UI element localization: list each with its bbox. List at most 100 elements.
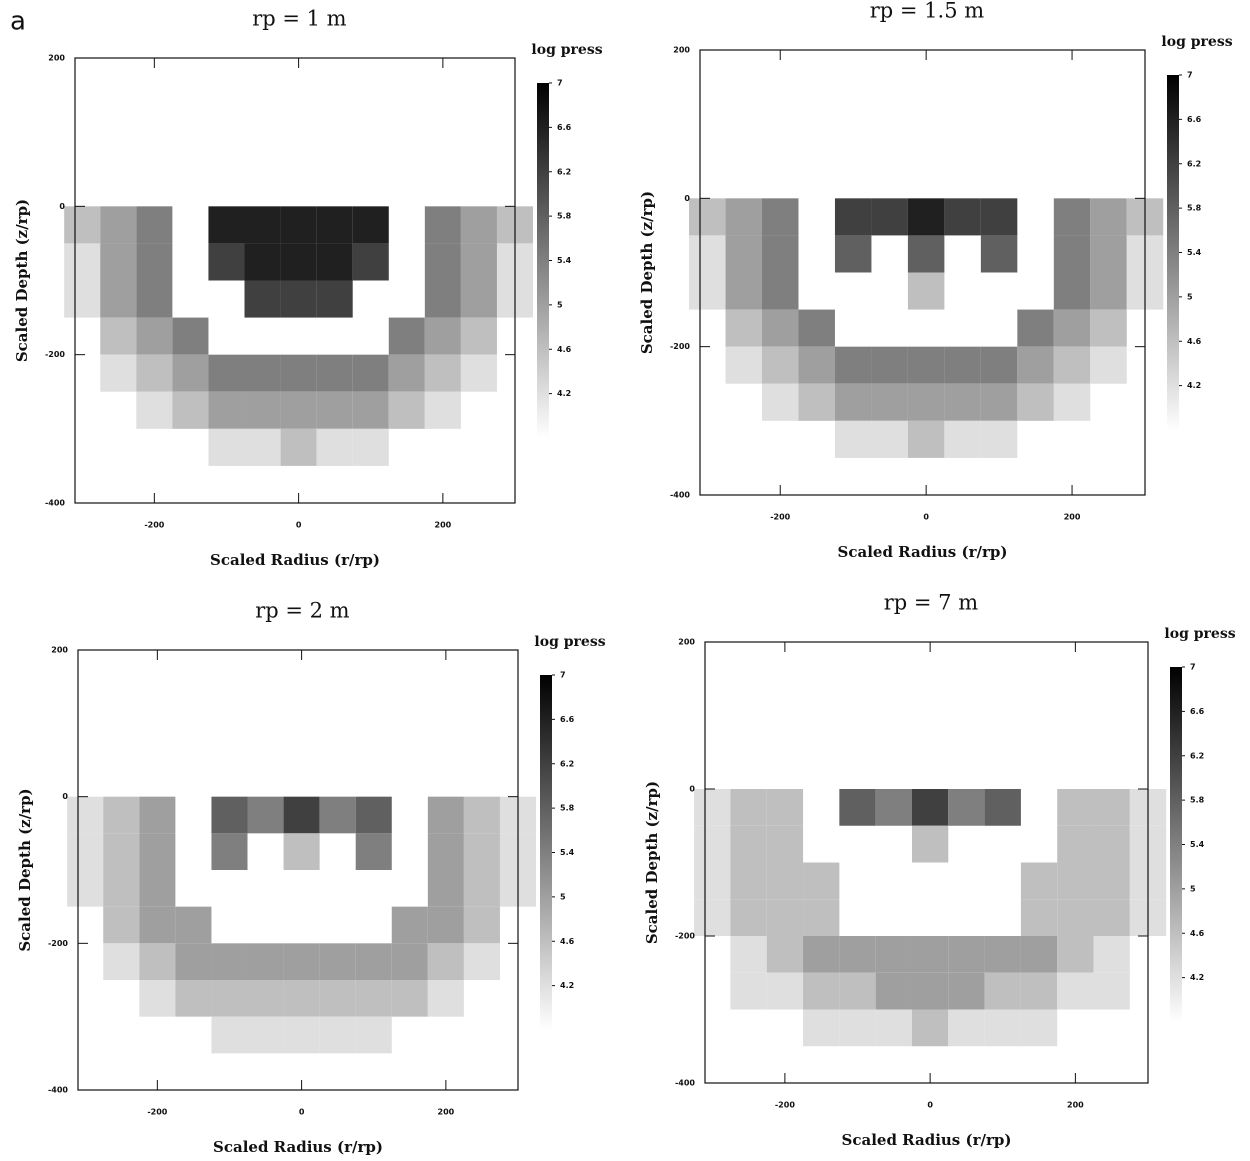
colorbar — [1167, 75, 1179, 430]
colorbar-tick-label: 5 — [1187, 292, 1193, 301]
heat-cell — [247, 1016, 284, 1054]
heat-cell — [355, 980, 392, 1017]
y-tick-label: -400 — [45, 499, 65, 508]
heat-cell — [730, 899, 767, 936]
heat-cell — [762, 346, 799, 384]
heat-cell — [1093, 825, 1130, 863]
heat-cell — [136, 391, 173, 429]
heat-cell — [1053, 235, 1091, 273]
heat-cell — [247, 980, 284, 1017]
heat-cell — [948, 789, 985, 826]
colorbar-tick-label: 5.8 — [1187, 204, 1202, 213]
heat-cell — [424, 391, 461, 429]
colorbar-tick-label: 7 — [560, 671, 566, 680]
colorbar-tick-label: 5.8 — [1190, 796, 1205, 805]
heat-cell — [907, 235, 945, 273]
colorbar-tick-label: 5.4 — [560, 848, 575, 857]
heat-cell — [1057, 789, 1094, 826]
heat-cell — [244, 206, 281, 244]
heat-cell — [175, 943, 212, 980]
heat-cell — [725, 346, 763, 384]
heat-cell — [427, 870, 464, 907]
heat-cell — [766, 862, 804, 900]
heat-cell — [460, 317, 497, 355]
y-tick-label: -200 — [675, 932, 695, 941]
heat-cell — [244, 354, 281, 392]
heat-cell — [208, 391, 245, 429]
heat-cell — [100, 280, 137, 318]
heat-cell — [391, 906, 428, 944]
heat-cell — [1090, 309, 1127, 347]
heat-cell — [803, 862, 840, 900]
colorbar-tick-label: 5.4 — [1190, 840, 1205, 849]
heat-cell — [1017, 383, 1054, 421]
heat-cell — [139, 870, 176, 907]
y-tick-label: 0 — [59, 202, 65, 211]
heat-cell — [211, 943, 248, 980]
heat-cell — [172, 391, 209, 429]
heat-cell — [834, 383, 872, 421]
heat-cell — [100, 206, 137, 244]
heat-cell — [460, 243, 497, 281]
heat-cell — [136, 354, 173, 392]
heat-cell — [911, 789, 949, 826]
heat-cell — [211, 1016, 248, 1054]
heat-cell — [388, 391, 425, 429]
heat-cell — [64, 243, 101, 281]
heat-cell — [911, 972, 949, 1010]
y-axis-label: Scaled Depth (z/rp) — [16, 788, 34, 951]
heat-cell — [427, 906, 464, 944]
plot-frame — [699, 49, 1146, 496]
heat-cell — [283, 833, 320, 870]
heat-cell — [139, 833, 176, 870]
colorbar-tick-label: 5.4 — [1187, 248, 1202, 257]
heat-cell — [319, 943, 356, 980]
heat-cell — [424, 317, 461, 355]
heat-cell — [984, 1009, 1021, 1047]
heat-cell — [388, 317, 425, 355]
heat-cell — [1057, 825, 1094, 863]
x-axis-label: Scaled Radius (r/rp) — [842, 1131, 1012, 1149]
heat-cell — [1057, 972, 1094, 1010]
y-tick-label: 0 — [689, 785, 695, 794]
heat-cell — [424, 354, 461, 392]
heat-cell — [247, 796, 284, 834]
heat-cell — [463, 796, 500, 834]
chart-title: rp = 7 m — [884, 591, 978, 615]
heat-cell — [689, 272, 726, 310]
heat-cell — [244, 391, 281, 429]
heat-cell — [1020, 862, 1058, 900]
heat-cell — [427, 833, 464, 870]
heat-cell — [67, 796, 104, 834]
heat-cell — [355, 796, 392, 834]
heat-cell — [208, 428, 245, 466]
heat-cell — [208, 243, 245, 281]
panel-label: a — [10, 7, 26, 37]
heat-cell — [907, 420, 945, 458]
heat-cell — [1020, 936, 1058, 973]
heat-cell — [280, 354, 317, 392]
heat-cell — [689, 235, 726, 273]
heat-cell — [798, 346, 835, 384]
heat-cell — [798, 309, 835, 347]
colorbar-tick-label: 6.2 — [1187, 159, 1201, 168]
heat-cell — [1053, 309, 1091, 347]
heat-cell — [463, 906, 500, 944]
x-tick-label: -200 — [147, 1108, 167, 1117]
heat-cell — [1020, 899, 1058, 936]
heat-cell — [907, 383, 945, 421]
heat-cell — [352, 354, 389, 392]
heat-cell — [875, 1009, 912, 1047]
colorbar-tick-label: 5 — [560, 892, 566, 901]
heat-cell — [694, 825, 731, 863]
colorbar-tick-label: 4.6 — [560, 937, 575, 946]
heat-cell — [463, 943, 500, 980]
x-tick-label: 0 — [923, 513, 929, 522]
heat-cell — [283, 1016, 320, 1054]
heat-cell — [766, 789, 804, 826]
colorbar-label: log press — [534, 634, 605, 650]
heat-cell — [136, 206, 173, 244]
y-axis-label: Scaled Depth (z/rp) — [638, 191, 656, 354]
y-tick-label: -200 — [48, 939, 68, 948]
